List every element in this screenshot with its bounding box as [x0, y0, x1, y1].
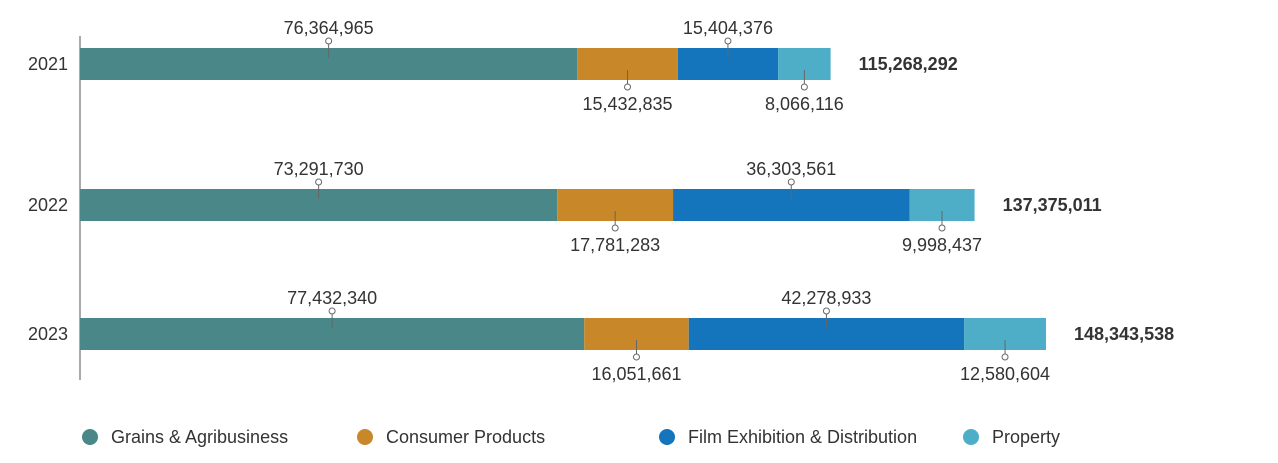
leader-dot-2022-series-3	[787, 178, 795, 186]
leader-dot-2021-series-1	[325, 37, 333, 45]
legend-swatch-series-4	[963, 429, 979, 445]
legend-label-series-2: Consumer Products	[386, 427, 545, 447]
leader-dot-2023-series-2	[632, 353, 640, 361]
category-label-2022: 2022	[28, 195, 68, 215]
leader-dot-2023-series-4	[1001, 353, 1009, 361]
leader-dot-2021-series-4	[800, 83, 808, 91]
value-label-2021-series-3: 15,404,376	[683, 18, 773, 38]
legend-label-series-1: Grains & Agribusiness	[111, 427, 288, 447]
value-label-2022-series-1: 73,291,730	[274, 159, 364, 179]
leader-dot-2023-series-3	[822, 307, 830, 315]
value-label-2022-series-3: 36,303,561	[746, 159, 836, 179]
leader-dot-2022-series-2	[611, 224, 619, 232]
value-label-2023-series-1: 77,432,340	[287, 288, 377, 308]
leader-dot-2021-series-2	[624, 83, 632, 91]
total-label-2021: 115,268,292	[859, 54, 958, 74]
value-label-2023-series-2: 16,051,661	[591, 364, 681, 384]
legend-swatch-series-1	[82, 429, 98, 445]
value-label-2021-series-2: 15,432,835	[582, 94, 672, 114]
legend-swatch-series-2	[357, 429, 373, 445]
leader-dot-2022-series-4	[938, 224, 946, 232]
leader-dot-2021-series-3	[724, 37, 732, 45]
legend-swatch-series-3	[659, 429, 675, 445]
total-label-2023: 148,343,538	[1074, 324, 1174, 344]
legend-label-series-4: Property	[992, 427, 1060, 447]
leader-dot-2022-series-1	[315, 178, 323, 186]
value-label-2022-series-4: 9,998,437	[902, 235, 982, 255]
category-label-2023: 2023	[28, 324, 68, 344]
legend-label-series-3: Film Exhibition & Distribution	[688, 427, 917, 447]
value-label-2023-series-3: 42,278,933	[781, 288, 871, 308]
value-label-2021-series-1: 76,364,965	[284, 18, 374, 38]
category-label-2021: 2021	[28, 54, 68, 74]
total-label-2022: 137,375,011	[1003, 195, 1102, 215]
value-label-2021-series-4: 8,066,116	[765, 94, 844, 114]
leader-dot-2023-series-1	[328, 307, 336, 315]
value-label-2023-series-4: 12,580,604	[960, 364, 1050, 384]
value-label-2022-series-2: 17,781,283	[570, 235, 660, 255]
